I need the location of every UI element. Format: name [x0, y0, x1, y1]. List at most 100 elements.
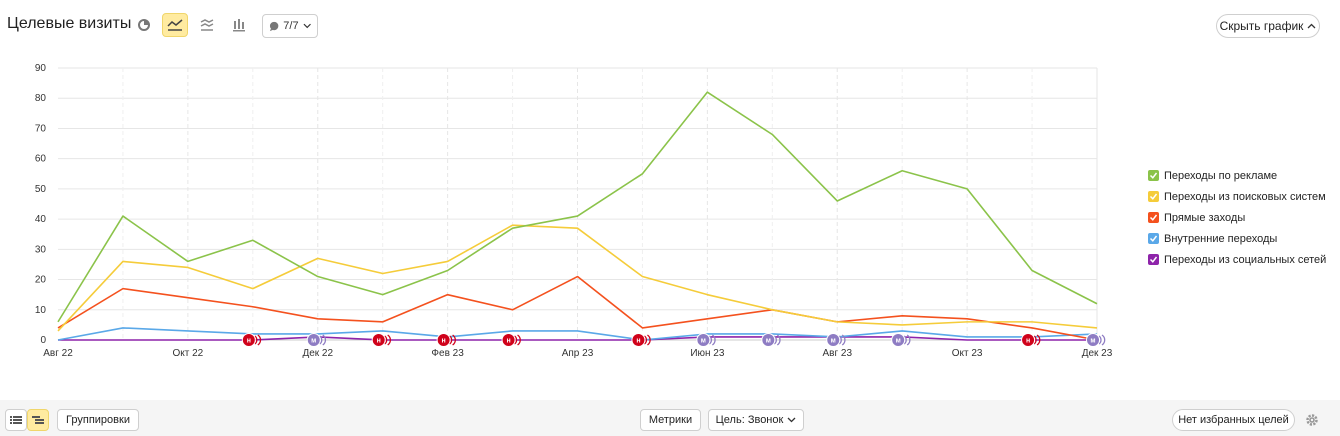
line-chart: 0 10 20 30 40 50 60 70 80 90 Авг 22 Окт 22 Дек 22 Фе… — [35, 63, 1113, 359]
series-line[interactable] — [58, 336, 1097, 341]
event-marker-label: н — [247, 338, 251, 345]
chart-grid — [58, 67, 1098, 341]
tree-view-button[interactable] — [27, 409, 49, 431]
hide-chart-button[interactable]: Скрыть график — [1216, 14, 1320, 38]
series-counter-dropdown[interactable]: 7/7 — [262, 14, 318, 38]
legend-checkbox[interactable] — [1148, 254, 1159, 265]
event-marker-wave — [647, 334, 651, 346]
goal-label: Цель: Звонок — [715, 414, 784, 426]
event-marker-wave — [1036, 334, 1041, 346]
series-counter-label: 7/7 — [283, 20, 299, 32]
event-marker-wave — [514, 335, 518, 345]
event-marker-dot — [306, 333, 321, 347]
chevron-up-icon — [1307, 23, 1316, 29]
list-view-button[interactable] — [5, 409, 27, 431]
legend-item[interactable]: Переходы из социальных сетей — [1148, 249, 1326, 270]
event-marker-wave — [906, 334, 911, 346]
event-marker-dot — [1021, 333, 1036, 347]
event-marker-dot — [1086, 333, 1100, 347]
event-marker-dot — [631, 333, 646, 347]
series-line[interactable] — [57, 224, 1098, 332]
event-marker[interactable]: м — [696, 333, 716, 347]
series-line[interactable] — [57, 327, 1098, 341]
settings-button[interactable] — [1305, 413, 1319, 427]
event-marker[interactable]: н — [371, 333, 392, 347]
favorite-goals-button[interactable]: Нет избранных целей — [1172, 409, 1295, 431]
event-marker[interactable]: н — [241, 333, 262, 347]
event-marker-label: н — [377, 338, 381, 345]
x-tick-label: Дек 22 — [302, 348, 333, 359]
legend-item[interactable]: Внутренние переходы — [1148, 228, 1326, 249]
chevron-down-icon — [787, 417, 796, 423]
pie-chart-icon — [138, 19, 150, 31]
event-marker-wave — [449, 335, 453, 345]
goal-dropdown[interactable]: Цель: Звонок — [708, 409, 804, 431]
event-marker-label: м — [1090, 338, 1095, 345]
event-marker-dot — [696, 333, 711, 347]
event-marker-dot — [436, 333, 451, 347]
event-marker-label: м — [766, 338, 771, 345]
event-marker-wave — [517, 334, 521, 346]
comment-icon — [269, 21, 279, 31]
legend-checkbox[interactable] — [1148, 212, 1159, 223]
area-chart-button[interactable] — [194, 13, 220, 37]
event-marker[interactable]: н — [436, 333, 456, 347]
event-marker-wave — [387, 334, 392, 346]
chart-series — [57, 91, 1098, 341]
legend-item[interactable]: Прямые заходы — [1148, 207, 1326, 228]
event-marker-wave — [841, 334, 846, 346]
event-marker-dot — [371, 333, 386, 347]
x-tick-label: Апр 23 — [562, 348, 594, 359]
x-tick-label: Авг 23 — [822, 348, 852, 359]
event-marker[interactable]: н — [631, 333, 651, 347]
legend-checkbox[interactable] — [1148, 170, 1159, 181]
event-marker-label: м — [896, 338, 901, 345]
event-marker[interactable]: м — [306, 333, 327, 347]
legend-checkbox[interactable] — [1148, 191, 1159, 202]
groupings-button[interactable]: Группировки — [57, 409, 139, 431]
line-chart-button[interactable] — [162, 13, 188, 37]
bar-chart-button[interactable] — [226, 13, 252, 37]
event-marker[interactable]: м — [761, 333, 781, 347]
legend-item[interactable]: Переходы по рекламе — [1148, 165, 1326, 186]
y-tick-label: 80 — [35, 93, 47, 104]
event-marker[interactable]: м — [1086, 333, 1106, 347]
event-marker-dot — [501, 333, 516, 347]
y-axis: 0 10 20 30 40 50 60 70 80 90 — [35, 63, 47, 346]
x-axis: Авг 22 Окт 22 Дек 22 Фев 23 Апр 23 Июн 23 Авг … — [43, 348, 1113, 359]
legend-checkbox[interactable] — [1148, 233, 1159, 244]
x-tick-label: Дек 23 — [1082, 348, 1113, 359]
gear-icon — [1306, 414, 1318, 426]
event-marker-wave — [708, 335, 712, 345]
event-marker-wave — [903, 335, 907, 345]
event-marker[interactable]: м — [891, 333, 911, 347]
chart-title: Целевые визиты — [7, 15, 132, 32]
y-tick-label: 30 — [35, 244, 47, 255]
pie-chart-button[interactable] — [131, 13, 157, 37]
series-line[interactable] — [57, 91, 1098, 323]
event-marker-dot — [241, 333, 256, 347]
check-icon — [1149, 214, 1158, 221]
series-line[interactable] — [57, 275, 1098, 341]
line-chart-icon — [167, 19, 183, 31]
event-marker-label: н — [442, 338, 446, 345]
event-marker-label: м — [831, 338, 836, 345]
list-icon — [10, 416, 22, 424]
event-marker[interactable]: н — [1021, 333, 1041, 347]
event-marker-wave — [319, 335, 323, 345]
event-marker-wave — [1098, 335, 1102, 345]
check-icon — [1149, 256, 1158, 263]
bar-chart-icon — [233, 19, 245, 32]
chart-legend: Переходы по рекламе Переходы из поисковых… — [1148, 165, 1326, 270]
event-marker-wave — [452, 334, 456, 346]
legend-item[interactable]: Переходы из поисковых систем — [1148, 186, 1326, 207]
check-icon — [1149, 193, 1158, 200]
event-marker[interactable]: н — [501, 333, 521, 347]
event-marker-label: м — [701, 338, 706, 345]
event-marker-wave — [322, 334, 327, 346]
event-marker[interactable]: м — [826, 333, 846, 347]
event-marker-wave — [838, 335, 842, 345]
check-icon — [1149, 235, 1158, 242]
event-marker-wave — [773, 335, 777, 345]
metrics-button[interactable]: Метрики — [640, 409, 701, 431]
